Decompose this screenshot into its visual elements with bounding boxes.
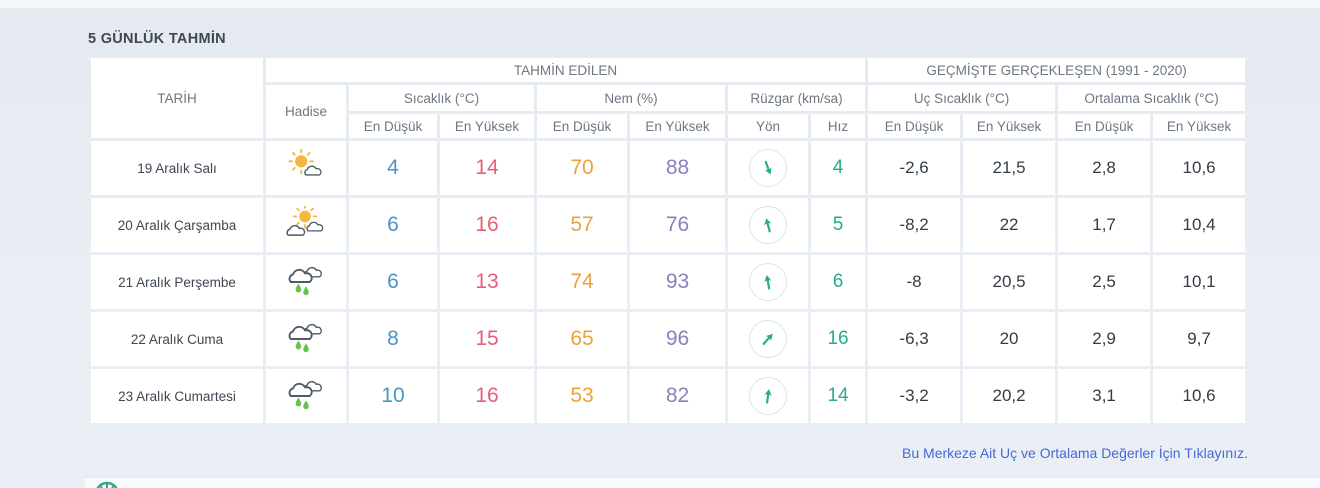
wind-direction-arrow-icon [761, 159, 775, 177]
subheader-wind-direction: Yön [728, 114, 808, 138]
humidity-min-value: 53 [537, 369, 627, 423]
wind-speed-value: 14 [811, 369, 866, 423]
subheader-hum-max: En Yüksek [630, 114, 725, 138]
next-section-header[interactable] [85, 477, 1320, 488]
temp-max-value: 15 [440, 312, 534, 366]
average-min-value: 1,7 [1058, 198, 1151, 252]
table-row: 22 Aralık Cuma 8 15 65 96 16 -6,3 20 2,9… [91, 312, 1246, 366]
temp-max-value: 14 [440, 141, 534, 195]
average-min-value: 2,5 [1058, 255, 1151, 309]
average-min-value: 2,9 [1058, 312, 1151, 366]
wind-speed-value: 16 [811, 312, 866, 366]
date-label: 19 Aralık Salı [91, 141, 263, 195]
extreme-min-value: -6,3 [868, 312, 961, 366]
sun-cloud-icon [283, 149, 329, 187]
temp-min-value: 6 [349, 255, 437, 309]
forecast-table: TARİH TAHMİN EDİLEN GEÇMİŞTE GERÇEKLEŞEN… [88, 55, 1248, 426]
extreme-max-value: 22 [963, 198, 1056, 252]
extreme-max-value: 20 [963, 312, 1056, 366]
humidity-min-value: 70 [537, 141, 627, 195]
rain-icon [283, 377, 329, 415]
average-max-value: 10,6 [1153, 369, 1246, 423]
average-max-value: 10,6 [1153, 141, 1246, 195]
humidity-min-value: 65 [537, 312, 627, 366]
humidity-max-value: 96 [630, 312, 725, 366]
wind-speed-value: 5 [811, 198, 866, 252]
extreme-max-value: 20,2 [963, 369, 1056, 423]
subheader-extreme-min: En Düşük [868, 114, 961, 138]
subheader-wind-speed: Hız [811, 114, 866, 138]
average-min-value: 3,1 [1058, 369, 1151, 423]
extreme-min-value: -8 [868, 255, 961, 309]
page-title: 5 GÜNLÜK TAHMİN [88, 31, 226, 47]
table-row: 23 Aralık Cumartesi 10 16 53 82 14 -3,2 … [91, 369, 1246, 423]
temp-max-value: 16 [440, 198, 534, 252]
humidity-min-value: 74 [537, 255, 627, 309]
extreme-average-values-link[interactable]: Bu Merkeze Ait Uç ve Ortalama Değerler İ… [902, 445, 1248, 461]
subheader-average-min: En Düşük [1058, 114, 1151, 138]
rain-icon [283, 263, 329, 301]
table-row: 19 Aralık Salı 4 14 70 88 4 -2,6 21,5 2,… [91, 141, 1246, 195]
top-strip [0, 0, 1320, 8]
table-row: 20 Aralık Çarşamba 6 16 57 76 5 -8,2 22 … [91, 198, 1246, 252]
wind-direction-arrow-icon [762, 273, 774, 291]
group-header-average-temp: Ortalama Sıcaklık (°C) [1058, 85, 1246, 111]
humidity-max-value: 76 [630, 198, 725, 252]
subheader-temp-max: En Yüksek [440, 114, 534, 138]
date-label: 23 Aralık Cumartesi [91, 369, 263, 423]
wind-direction-indicator [749, 149, 787, 187]
wind-direction-indicator [749, 206, 787, 244]
group-header-historical: GEÇMİŞTE GERÇEKLEŞEN (1991 - 2020) [868, 58, 1246, 82]
temp-max-value: 16 [440, 369, 534, 423]
temp-min-value: 4 [349, 141, 437, 195]
subheader-hum-min: En Düşük [537, 114, 627, 138]
rain-icon [283, 320, 329, 358]
temp-min-value: 6 [349, 198, 437, 252]
subheader-temp-min: En Düşük [349, 114, 437, 138]
globe-icon [96, 481, 118, 488]
group-header-forecast: TAHMİN EDİLEN [266, 58, 866, 82]
wind-direction-indicator [749, 377, 787, 415]
wind-direction-indicator [749, 320, 787, 358]
temp-min-value: 8 [349, 312, 437, 366]
column-header-date: TARİH [91, 58, 263, 138]
date-label: 20 Aralık Çarşamba [91, 198, 263, 252]
humidity-max-value: 82 [630, 369, 725, 423]
subheader-average-max: En Yüksek [1153, 114, 1246, 138]
average-min-value: 2,8 [1058, 141, 1151, 195]
wind-speed-value: 6 [811, 255, 866, 309]
wind-direction-arrow-icon [762, 387, 774, 405]
wind-speed-value: 4 [811, 141, 866, 195]
group-header-extreme-temp: Uç Sıcaklık (°C) [868, 85, 1056, 111]
extreme-min-value: -2,6 [868, 141, 961, 195]
average-max-value: 10,4 [1153, 198, 1246, 252]
average-max-value: 10,1 [1153, 255, 1246, 309]
extreme-min-value: -3,2 [868, 369, 961, 423]
subheader-extreme-max: En Yüksek [963, 114, 1056, 138]
wind-direction-arrow-icon [759, 330, 777, 348]
extreme-max-value: 20,5 [963, 255, 1056, 309]
humidity-max-value: 88 [630, 141, 725, 195]
forecast-panel: 5 GÜNLÜK TAHMİN TARİH TAHMİN EDİLEN GEÇM… [88, 8, 1248, 463]
group-header-humidity: Nem (%) [537, 85, 725, 111]
column-header-condition: Hadise [266, 85, 346, 138]
humidity-max-value: 93 [630, 255, 725, 309]
sun-clouds-icon [283, 206, 329, 244]
wind-direction-indicator [749, 263, 787, 301]
table-row: 21 Aralık Perşembe 6 13 74 93 6 -8 20,5 … [91, 255, 1246, 309]
date-label: 21 Aralık Perşembe [91, 255, 263, 309]
extreme-min-value: -8,2 [868, 198, 961, 252]
group-header-wind: Rüzgar (km/sa) [728, 85, 866, 111]
temp-max-value: 13 [440, 255, 534, 309]
temp-min-value: 10 [349, 369, 437, 423]
humidity-min-value: 57 [537, 198, 627, 252]
group-header-temperature: Sıcaklık (°C) [349, 85, 534, 111]
date-label: 22 Aralık Cuma [91, 312, 263, 366]
extreme-max-value: 21,5 [963, 141, 1056, 195]
average-max-value: 9,7 [1153, 312, 1246, 366]
wind-direction-arrow-icon [761, 216, 775, 234]
